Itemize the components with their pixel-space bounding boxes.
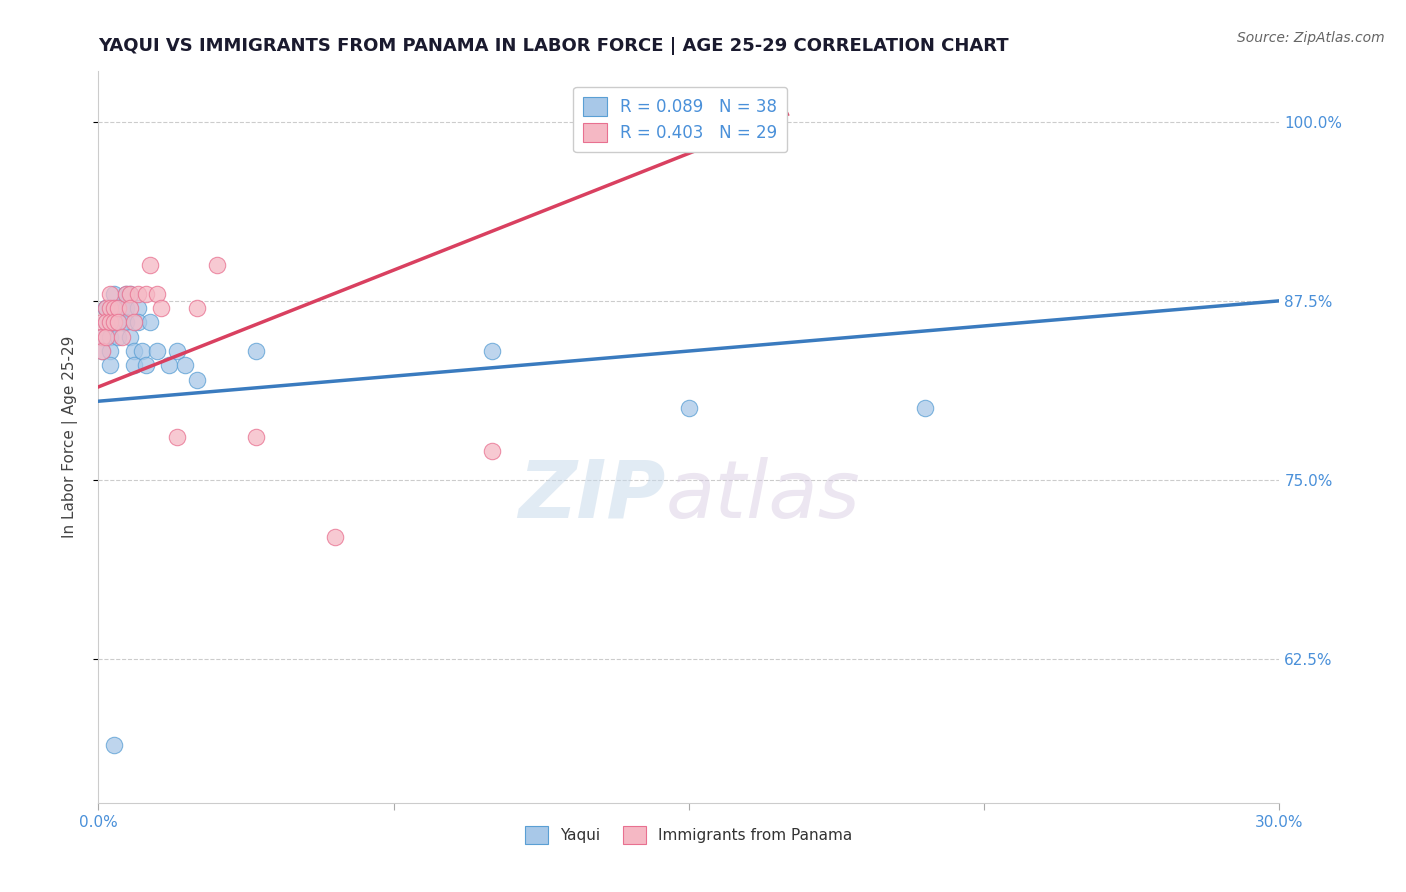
Point — [166, 344, 188, 359]
Point — [115, 286, 138, 301]
Point — [107, 301, 129, 315]
Point — [122, 315, 145, 329]
Point — [98, 301, 121, 315]
Point — [98, 315, 121, 329]
Point — [115, 286, 138, 301]
Point — [186, 373, 208, 387]
Point — [98, 329, 121, 343]
Point — [107, 315, 129, 329]
Point — [914, 401, 936, 416]
Point — [91, 329, 114, 343]
Point — [122, 359, 145, 373]
Point — [111, 315, 134, 329]
Point — [103, 301, 125, 315]
Point — [107, 315, 129, 329]
Point — [174, 359, 197, 373]
Point — [678, 401, 700, 416]
Point — [186, 301, 208, 315]
Point — [96, 301, 118, 315]
Point — [138, 315, 160, 329]
Point — [111, 301, 134, 315]
Point — [91, 344, 114, 359]
Point — [91, 329, 114, 343]
Point — [107, 301, 129, 315]
Point — [103, 315, 125, 329]
Point — [127, 286, 149, 301]
Point — [127, 301, 149, 315]
Point — [205, 258, 228, 272]
Point — [96, 315, 118, 329]
Point — [131, 344, 153, 359]
Point — [96, 329, 118, 343]
Point — [107, 329, 129, 343]
Point — [481, 444, 503, 458]
Point — [127, 315, 149, 329]
Point — [91, 344, 114, 359]
Text: atlas: atlas — [665, 457, 860, 534]
Point — [118, 329, 141, 343]
Point — [245, 344, 267, 359]
Text: Source: ZipAtlas.com: Source: ZipAtlas.com — [1237, 31, 1385, 45]
Y-axis label: In Labor Force | Age 25-29: In Labor Force | Age 25-29 — [62, 336, 77, 538]
Point — [96, 301, 118, 315]
Point — [98, 359, 121, 373]
Point — [91, 315, 114, 329]
Text: YAQUI VS IMMIGRANTS FROM PANAMA IN LABOR FORCE | AGE 25-29 CORRELATION CHART: YAQUI VS IMMIGRANTS FROM PANAMA IN LABOR… — [98, 37, 1010, 54]
Point — [115, 301, 138, 315]
Point — [146, 344, 169, 359]
Point — [166, 430, 188, 444]
Point — [98, 344, 121, 359]
Point — [96, 301, 118, 315]
Point — [481, 344, 503, 359]
Legend: Yaqui, Immigrants from Panama: Yaqui, Immigrants from Panama — [519, 820, 859, 850]
Point — [118, 286, 141, 301]
Point — [103, 739, 125, 753]
Point — [135, 286, 157, 301]
Point — [103, 301, 125, 315]
Point — [245, 430, 267, 444]
Point — [98, 315, 121, 329]
Point — [157, 359, 180, 373]
Point — [138, 258, 160, 272]
Point — [103, 286, 125, 301]
Point — [115, 315, 138, 329]
Point — [118, 301, 141, 315]
Point — [118, 286, 141, 301]
Point — [135, 359, 157, 373]
Point — [146, 286, 169, 301]
Point — [323, 531, 346, 545]
Point — [150, 301, 173, 315]
Point — [122, 344, 145, 359]
Point — [111, 329, 134, 343]
Point — [96, 315, 118, 329]
Point — [98, 286, 121, 301]
Text: ZIP: ZIP — [517, 457, 665, 534]
